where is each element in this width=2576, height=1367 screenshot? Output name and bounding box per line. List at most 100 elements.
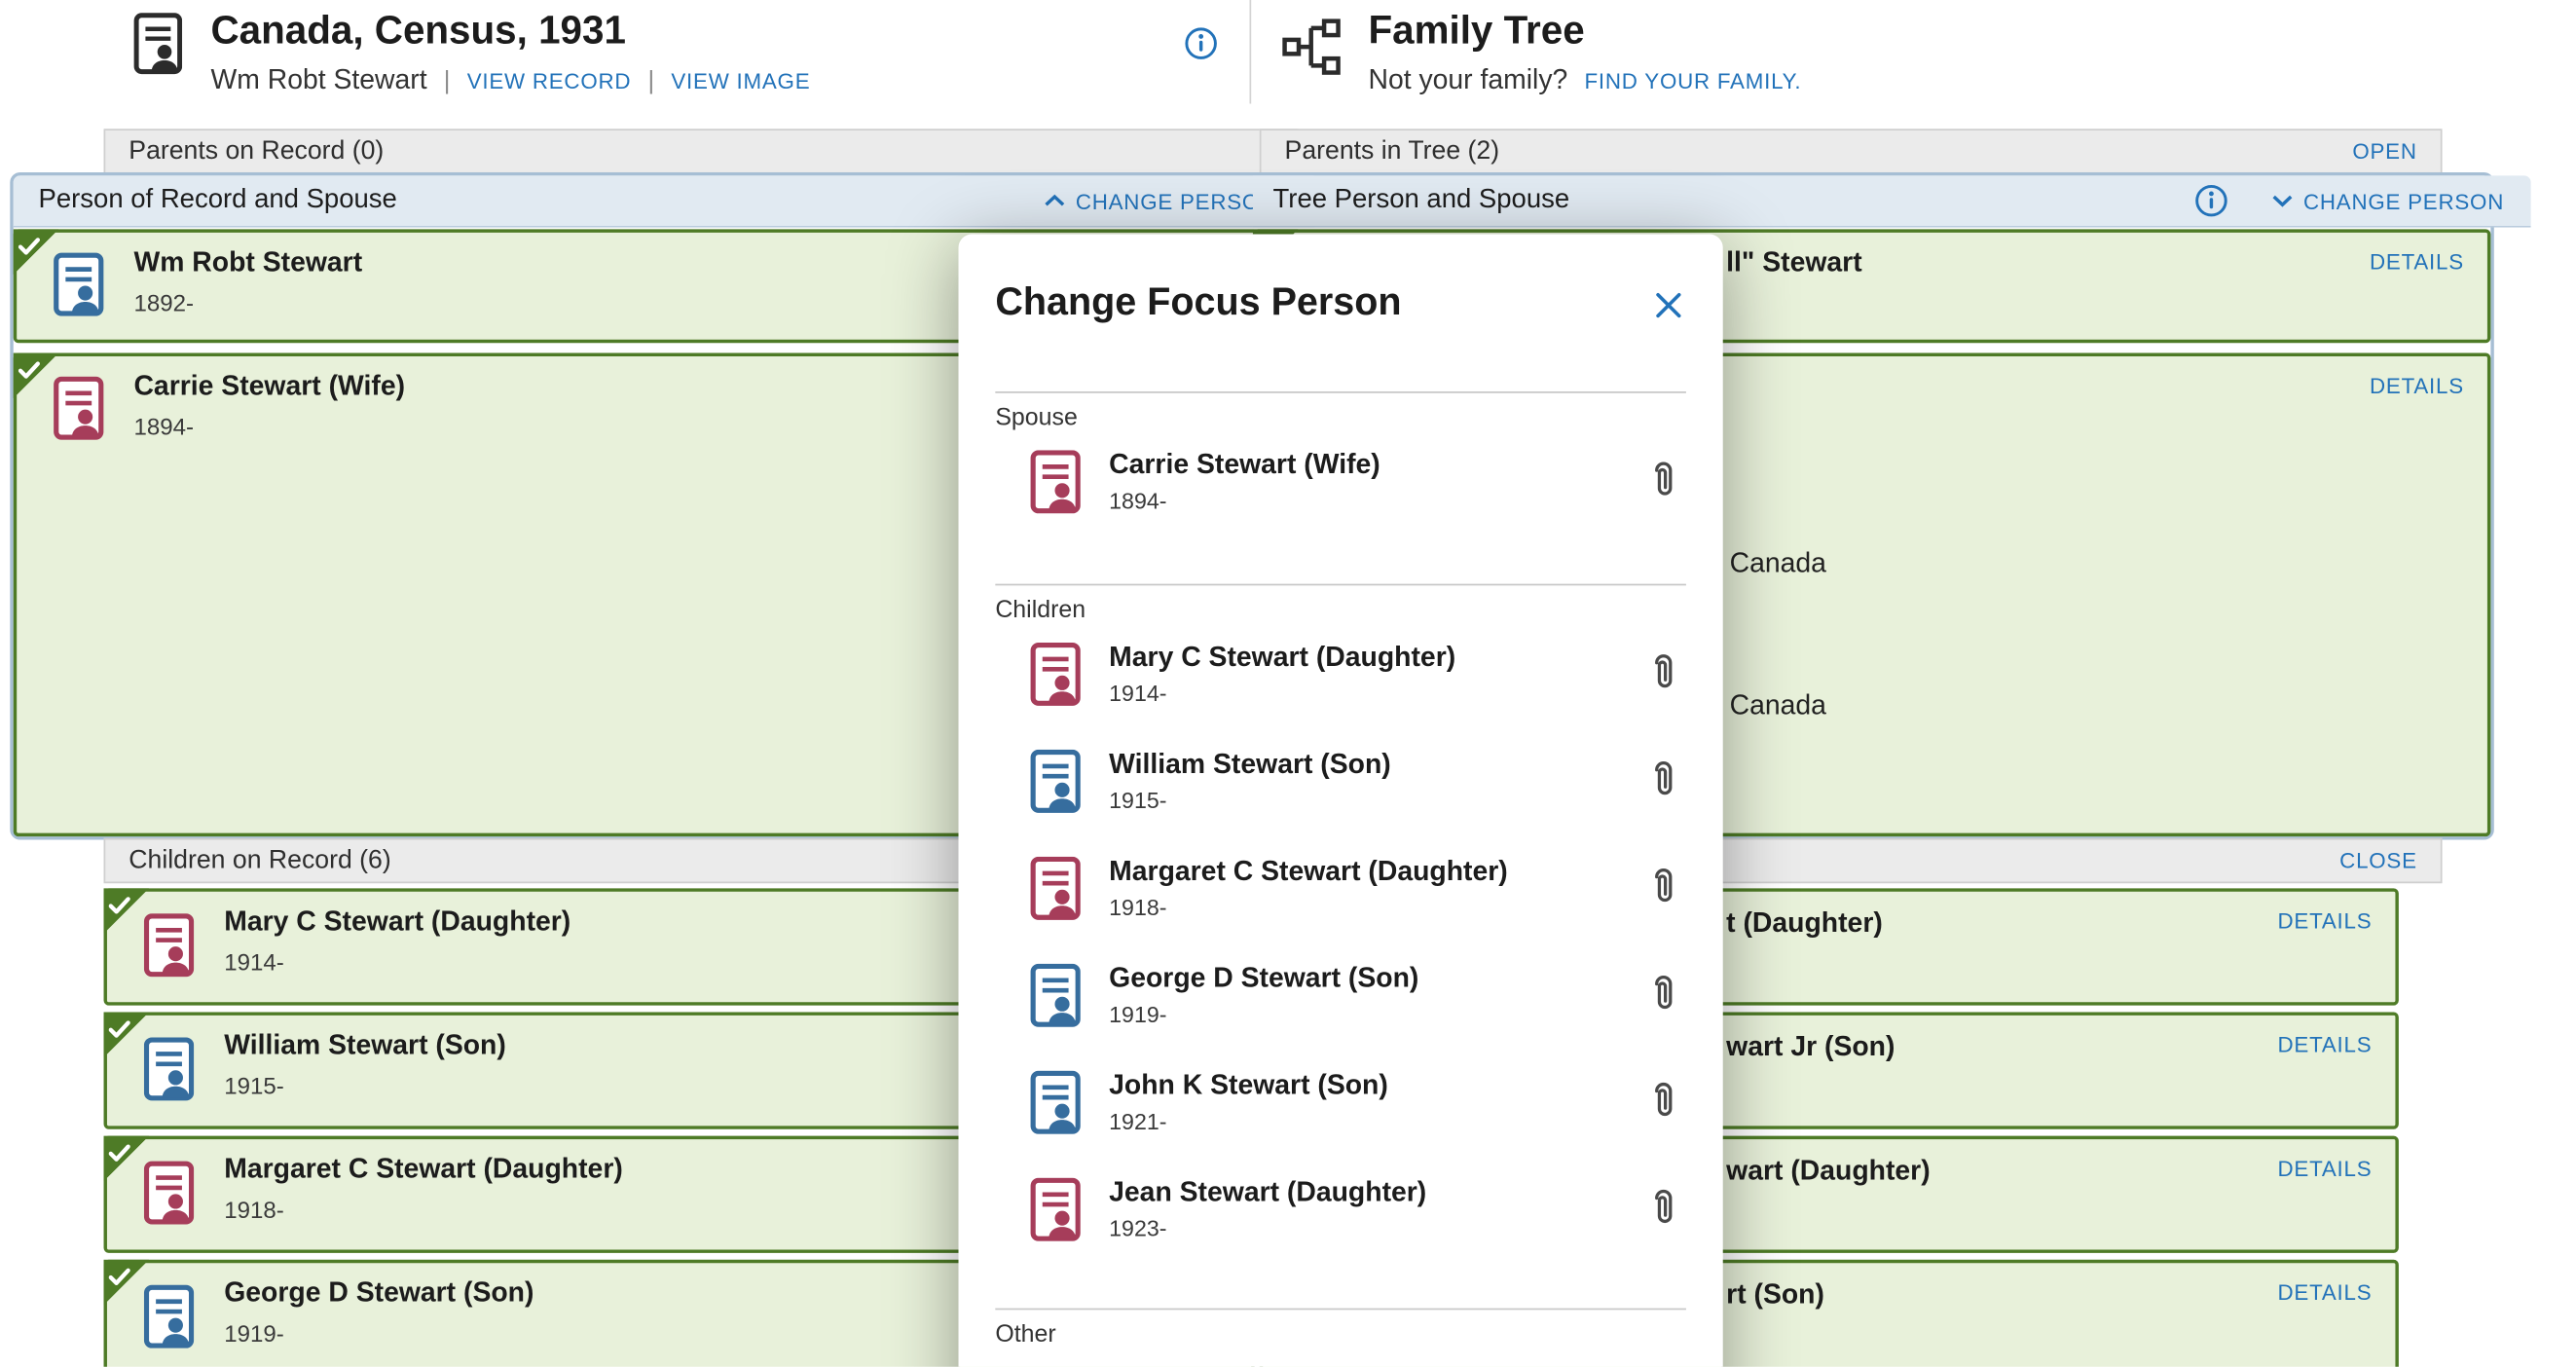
person-name-fragment: wart (Daughter) [1726,1156,1931,1187]
parents-in-tree-bar: Parents in Tree (2) OPEN [1259,129,2443,174]
person-date: 1918- [224,1196,284,1223]
record-person-icon [1030,643,1081,706]
focus-candidate-child[interactable]: Margaret C Stewart (Daughter) 1918- [959,843,1723,947]
close-icon[interactable] [1654,291,1682,328]
view-image-link[interactable]: VIEW IMAGE [671,68,811,94]
place-fragment: Canada [1729,548,1826,579]
person-name: William Stewart (Son) [224,1030,506,1061]
record-person-icon [144,1161,195,1224]
info-icon[interactable] [2194,184,2227,217]
separator: | [647,66,655,95]
children-on-record-label: Children on Record (6) [129,845,391,874]
record-person-icon [144,1037,195,1100]
candidate-date: 1918- [1109,895,1167,920]
focus-candidate-child[interactable]: Jean Stewart (Daughter) 1923- [959,1164,1723,1269]
paperclip-icon [1647,1078,1679,1129]
not-your-family-text: Not your family? [1368,65,1568,95]
candidate-date: 1919- [1109,1002,1167,1027]
person-date: 1919- [224,1319,284,1348]
find-your-family-link[interactable]: FIND YOUR FAMILY. [1584,68,1802,94]
record-person-name: Wm Robt Stewart [210,65,427,95]
candidate-date: 1914- [1109,681,1167,707]
focus-candidate-child[interactable]: John K Stewart (Son) 1921- [959,1057,1723,1162]
candidate-name: William Stewart (Son) [1109,749,1391,780]
header-divider [1249,0,1252,104]
change-person-collapse-button[interactable]: CHANGE PERSON [1044,188,1276,213]
record-person-icon [54,252,104,315]
person-date: 1892- [133,289,194,316]
view-record-link[interactable]: VIEW RECORD [466,68,632,94]
details-link[interactable]: DETAILS [2277,907,2373,934]
record-person-icon [1030,1178,1081,1241]
details-link[interactable]: DETAILS [2370,249,2464,275]
paperclip-icon [1647,649,1679,701]
attached-checkmark-icon [103,1259,149,1306]
paperclip-icon [1647,457,1679,508]
divider [995,583,1686,586]
paperclip-icon [1647,1184,1679,1236]
tree-side-header-bar: Tree Person and Spouse CHANGE PERSON [1252,175,2531,228]
chevron-up-icon [1044,194,1065,207]
candidate-date: 1894- [1109,488,1167,514]
attached-checkmark-icon [103,1012,149,1057]
record-person-icon [1030,450,1081,513]
spouse-section-label: Spouse [995,404,1078,432]
focus-candidate-child[interactable]: Mary C Stewart (Daughter) 1914- [959,629,1723,733]
record-person-icon [1030,750,1081,813]
tree-header-block: Family Tree Not your family? FIND YOUR F… [1368,7,1801,97]
info-icon[interactable] [1184,26,1217,68]
person-name-fragment: wart Jr (Son) [1726,1032,1895,1063]
parents-on-record-label: Parents on Record (0) [129,136,385,166]
details-link[interactable]: DETAILS [2370,373,2464,398]
attached-checkmark-icon [103,1135,149,1182]
candidate-date: 1921- [1109,1109,1167,1134]
record-collection-title: Canada, Census, 1931 [210,8,626,53]
candidate-date: 1915- [1109,788,1167,814]
person-name: Wm Robt Stewart [133,247,363,278]
parents-on-record-bar: Parents on Record (0) [103,129,1299,174]
other-section-label: Other [995,1321,1056,1349]
change-focus-person-modal: Change Focus Person Spouse Carrie Stewar… [958,234,1723,1367]
tree-title: Family Tree [1368,8,1585,53]
focus-candidate-child[interactable]: George D Stewart (Son) 1919- [959,950,1723,1054]
change-person-label: CHANGE PERSON [2302,188,2505,214]
person-date: 1914- [224,948,284,976]
details-link[interactable]: DETAILS [2277,1032,2373,1057]
candidate-name: Margaret C Stewart (Daughter) [1109,856,1508,887]
change-person-label: CHANGE PERSON [1075,188,1276,214]
candidate-name: George D Stewart (Son) [1109,963,1419,994]
attached-checkmark-icon [13,352,59,398]
focus-candidate-spouse[interactable]: Carrie Stewart (Wife) 1894- [959,436,1723,540]
focus-candidate-other[interactable]: Elizabeth Thompson 1923- [959,1353,1723,1367]
person-name-fragment: rt (Son) [1726,1279,1824,1311]
open-parents-link[interactable]: OPEN [2352,138,2417,165]
page-header: Canada, Census, 1931 Wm Robt Stewart | V… [0,0,2576,124]
separator: | [443,66,451,95]
tree-side-header-label: Tree Person and Spouse [1272,185,1570,214]
person-name: Carrie Stewart (Wife) [133,371,406,402]
parents-in-tree-label: Parents in Tree (2) [1284,136,1500,166]
candidate-name: Jean Stewart (Daughter) [1109,1177,1427,1208]
focus-candidate-child[interactable]: William Stewart (Son) 1915- [959,736,1723,840]
candidate-name: John K Stewart (Son) [1109,1070,1388,1101]
person-name-fragment: t (Daughter) [1726,907,1883,939]
record-side-header-bar: Person of Record and Spouse CHANGE PERSO… [13,175,1315,228]
candidate-name: Carrie Stewart (Wife) [1109,450,1380,481]
record-person-icon [1030,857,1081,920]
person-name: George D Stewart (Son) [224,1277,534,1309]
details-link[interactable]: DETAILS [2277,1156,2373,1182]
record-header-block: Canada, Census, 1931 Wm Robt Stewart | V… [210,7,810,97]
person-name-fragment: ll" Stewart [1726,247,1862,278]
record-side-header-label: Person of Record and Spouse [38,185,397,214]
details-link[interactable]: DETAILS [2277,1279,2373,1306]
record-person-icon [1030,964,1081,1027]
change-person-expand-button[interactable]: CHANGE PERSON [2271,188,2504,213]
person-name: Mary C Stewart (Daughter) [224,906,571,938]
person-date: 1894- [133,413,194,440]
record-person-icon [144,913,195,977]
divider [995,1308,1686,1311]
paperclip-icon [1647,864,1679,915]
attached-checkmark-icon [13,229,59,275]
close-children-link[interactable]: CLOSE [2339,848,2417,873]
